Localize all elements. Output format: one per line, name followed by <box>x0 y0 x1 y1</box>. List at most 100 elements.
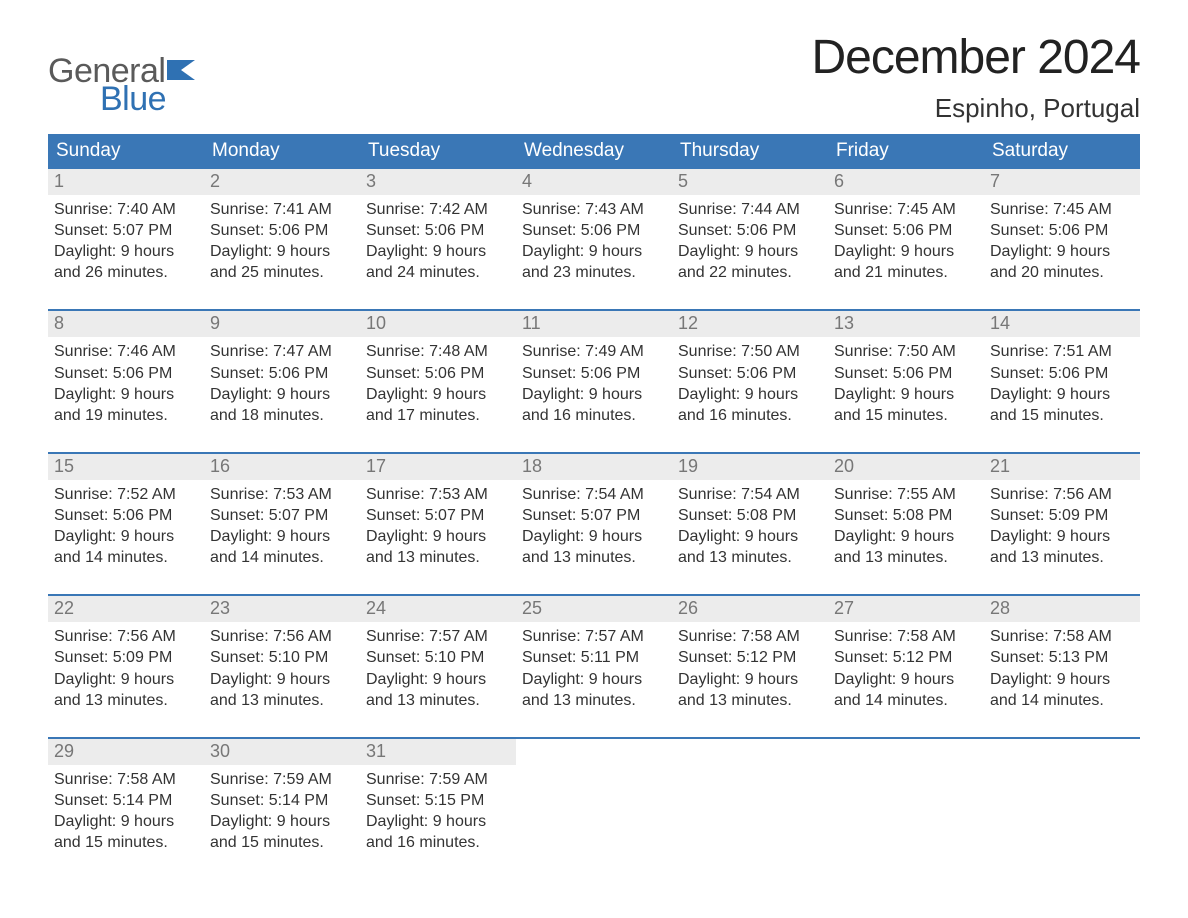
day-number: 20 <box>828 454 984 480</box>
day-sunset: Sunset: 5:07 PM <box>54 220 198 241</box>
day-day1: Daylight: 9 hours <box>522 384 666 405</box>
day-sunset: Sunset: 5:14 PM <box>54 790 198 811</box>
day-number: 8 <box>48 311 204 337</box>
day-sunset: Sunset: 5:06 PM <box>834 220 978 241</box>
day-day1: Daylight: 9 hours <box>522 669 666 690</box>
day-day1: Daylight: 9 hours <box>522 241 666 262</box>
day-body <box>828 765 984 773</box>
day-sunrise: Sunrise: 7:53 AM <box>210 484 354 505</box>
day-sunset: Sunset: 5:07 PM <box>366 505 510 526</box>
calendar-day: 9Sunrise: 7:47 AMSunset: 5:06 PMDaylight… <box>204 311 360 429</box>
day-number: 17 <box>360 454 516 480</box>
day-day2: and 15 minutes. <box>834 405 978 426</box>
day-day1: Daylight: 9 hours <box>210 811 354 832</box>
day-day1: Daylight: 9 hours <box>54 669 198 690</box>
day-number: 22 <box>48 596 204 622</box>
calendar: SundayMondayTuesdayWednesdayThursdayFrid… <box>48 134 1140 857</box>
day-day1: Daylight: 9 hours <box>990 669 1134 690</box>
day-day2: and 15 minutes. <box>210 832 354 853</box>
day-body: Sunrise: 7:57 AMSunset: 5:11 PMDaylight:… <box>516 622 672 714</box>
calendar-day <box>672 739 828 857</box>
day-sunrise: Sunrise: 7:50 AM <box>834 341 978 362</box>
day-sunset: Sunset: 5:07 PM <box>522 505 666 526</box>
calendar-day: 3Sunrise: 7:42 AMSunset: 5:06 PMDaylight… <box>360 169 516 287</box>
day-sunrise: Sunrise: 7:44 AM <box>678 199 822 220</box>
day-body: Sunrise: 7:58 AMSunset: 5:12 PMDaylight:… <box>672 622 828 714</box>
day-body: Sunrise: 7:51 AMSunset: 5:06 PMDaylight:… <box>984 337 1140 429</box>
day-body: Sunrise: 7:45 AMSunset: 5:06 PMDaylight:… <box>984 195 1140 287</box>
day-day1: Daylight: 9 hours <box>678 526 822 547</box>
calendar-week: 8Sunrise: 7:46 AMSunset: 5:06 PMDaylight… <box>48 309 1140 429</box>
brand-logo: General Blue <box>48 30 201 116</box>
day-number: 16 <box>204 454 360 480</box>
day-body <box>984 765 1140 773</box>
weekday-header: Friday <box>828 134 984 169</box>
calendar-week: 29Sunrise: 7:58 AMSunset: 5:14 PMDayligh… <box>48 737 1140 857</box>
weekday-header: Thursday <box>672 134 828 169</box>
day-day1: Daylight: 9 hours <box>366 669 510 690</box>
day-body: Sunrise: 7:58 AMSunset: 5:13 PMDaylight:… <box>984 622 1140 714</box>
day-body: Sunrise: 7:45 AMSunset: 5:06 PMDaylight:… <box>828 195 984 287</box>
day-sunset: Sunset: 5:12 PM <box>834 647 978 668</box>
day-body <box>672 765 828 773</box>
day-day2: and 23 minutes. <box>522 262 666 283</box>
calendar-day <box>984 739 1140 857</box>
calendar-day: 26Sunrise: 7:58 AMSunset: 5:12 PMDayligh… <box>672 596 828 714</box>
day-day1: Daylight: 9 hours <box>366 526 510 547</box>
day-sunset: Sunset: 5:06 PM <box>366 220 510 241</box>
day-sunrise: Sunrise: 7:57 AM <box>366 626 510 647</box>
day-body: Sunrise: 7:50 AMSunset: 5:06 PMDaylight:… <box>672 337 828 429</box>
day-day2: and 15 minutes. <box>54 832 198 853</box>
day-body: Sunrise: 7:46 AMSunset: 5:06 PMDaylight:… <box>48 337 204 429</box>
day-sunrise: Sunrise: 7:54 AM <box>522 484 666 505</box>
day-sunrise: Sunrise: 7:42 AM <box>366 199 510 220</box>
day-day1: Daylight: 9 hours <box>210 669 354 690</box>
day-sunrise: Sunrise: 7:56 AM <box>990 484 1134 505</box>
day-body: Sunrise: 7:44 AMSunset: 5:06 PMDaylight:… <box>672 195 828 287</box>
day-body: Sunrise: 7:47 AMSunset: 5:06 PMDaylight:… <box>204 337 360 429</box>
day-number: 18 <box>516 454 672 480</box>
day-day2: and 25 minutes. <box>210 262 354 283</box>
day-sunrise: Sunrise: 7:46 AM <box>54 341 198 362</box>
day-sunset: Sunset: 5:13 PM <box>990 647 1134 668</box>
day-number <box>672 739 828 765</box>
calendar-day: 24Sunrise: 7:57 AMSunset: 5:10 PMDayligh… <box>360 596 516 714</box>
day-number: 15 <box>48 454 204 480</box>
day-day2: and 18 minutes. <box>210 405 354 426</box>
calendar-day: 14Sunrise: 7:51 AMSunset: 5:06 PMDayligh… <box>984 311 1140 429</box>
day-body: Sunrise: 7:54 AMSunset: 5:07 PMDaylight:… <box>516 480 672 572</box>
day-sunrise: Sunrise: 7:47 AM <box>210 341 354 362</box>
day-number: 27 <box>828 596 984 622</box>
day-day2: and 16 minutes. <box>522 405 666 426</box>
day-sunrise: Sunrise: 7:45 AM <box>990 199 1134 220</box>
day-body: Sunrise: 7:56 AMSunset: 5:09 PMDaylight:… <box>984 480 1140 572</box>
day-sunset: Sunset: 5:09 PM <box>54 647 198 668</box>
day-day1: Daylight: 9 hours <box>834 669 978 690</box>
calendar-week: 15Sunrise: 7:52 AMSunset: 5:06 PMDayligh… <box>48 452 1140 572</box>
day-number: 9 <box>204 311 360 337</box>
day-day1: Daylight: 9 hours <box>54 811 198 832</box>
day-day2: and 13 minutes. <box>678 690 822 711</box>
flag-icon <box>167 58 201 84</box>
calendar-day: 27Sunrise: 7:58 AMSunset: 5:12 PMDayligh… <box>828 596 984 714</box>
day-sunrise: Sunrise: 7:56 AM <box>210 626 354 647</box>
calendar-day: 5Sunrise: 7:44 AMSunset: 5:06 PMDaylight… <box>672 169 828 287</box>
day-day1: Daylight: 9 hours <box>366 241 510 262</box>
day-body: Sunrise: 7:55 AMSunset: 5:08 PMDaylight:… <box>828 480 984 572</box>
day-sunset: Sunset: 5:10 PM <box>210 647 354 668</box>
day-day2: and 16 minutes. <box>678 405 822 426</box>
day-body: Sunrise: 7:54 AMSunset: 5:08 PMDaylight:… <box>672 480 828 572</box>
day-sunrise: Sunrise: 7:58 AM <box>54 769 198 790</box>
day-body: Sunrise: 7:43 AMSunset: 5:06 PMDaylight:… <box>516 195 672 287</box>
weekday-header: Tuesday <box>360 134 516 169</box>
day-number: 24 <box>360 596 516 622</box>
day-sunset: Sunset: 5:06 PM <box>834 363 978 384</box>
weekday-header: Sunday <box>48 134 204 169</box>
day-day1: Daylight: 9 hours <box>678 241 822 262</box>
calendar-day: 6Sunrise: 7:45 AMSunset: 5:06 PMDaylight… <box>828 169 984 287</box>
calendar-day: 28Sunrise: 7:58 AMSunset: 5:13 PMDayligh… <box>984 596 1140 714</box>
day-sunset: Sunset: 5:09 PM <box>990 505 1134 526</box>
title-block: December 2024 Espinho, Portugal <box>811 30 1140 124</box>
day-sunset: Sunset: 5:08 PM <box>678 505 822 526</box>
weekday-header: Wednesday <box>516 134 672 169</box>
